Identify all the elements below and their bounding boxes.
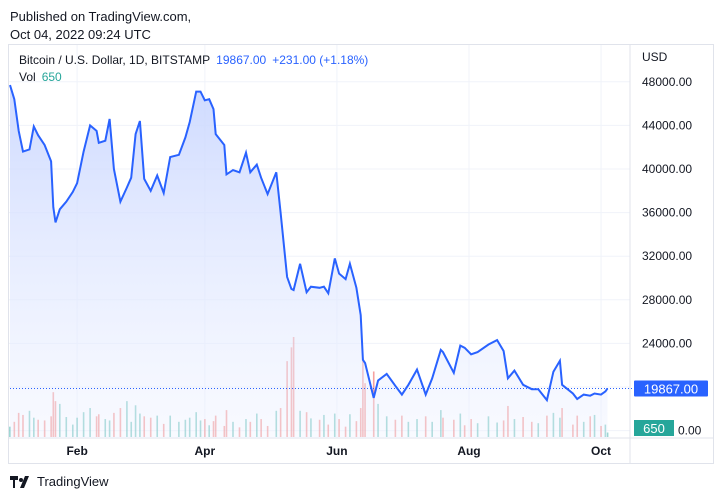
last-volume-badge-text: 650 <box>643 421 665 436</box>
y-tick-label: 36000.00 <box>642 206 692 220</box>
y-tick-label: 44000.00 <box>642 118 692 132</box>
x-tick-label: Apr <box>195 444 216 458</box>
tradingview-logo-icon <box>10 475 29 488</box>
chart-legend: Bitcoin / U.S. Dollar, 1D, BITSTAMP 19867… <box>19 52 368 86</box>
y-tick-label: 0.00 <box>678 424 702 438</box>
tradingview-logo[interactable]: TradingView <box>10 474 109 489</box>
chart-frame <box>8 44 714 464</box>
volume-label: Vol <box>19 70 36 84</box>
volume-bar <box>606 432 609 437</box>
last-price-badge-text: 19867.00 <box>644 381 698 396</box>
last-price: 19867.00 <box>216 53 267 67</box>
currency-label: USD <box>642 50 668 64</box>
x-tick-label: Oct <box>591 444 611 458</box>
published-line: Published on TradingView.com, <box>10 9 192 24</box>
last-price-badge <box>634 380 708 397</box>
published-note: Published on TradingView.com, Oct 04, 20… <box>10 8 191 44</box>
volume-value: 650 <box>41 70 62 84</box>
x-tick-label: Aug <box>457 444 480 458</box>
price-change: +231.00 (+1.18%) <box>272 53 369 67</box>
x-tick-label: Jun <box>326 444 347 458</box>
y-tick-label: 40000.00 <box>642 162 692 176</box>
published-date: Oct 04, 2022 09:24 UTC <box>10 27 151 42</box>
price-area <box>10 85 608 438</box>
y-tick-label: 48000.00 <box>642 75 692 89</box>
y-tick-label: 28000.00 <box>642 293 692 307</box>
price-line <box>9 84 609 403</box>
x-tick-label: Feb <box>66 444 87 458</box>
last-volume-badge <box>634 420 674 436</box>
brand-name: TradingView <box>37 474 109 489</box>
y-tick-label: 24000.00 <box>642 336 692 350</box>
symbol-title: Bitcoin / U.S. Dollar, 1D, BITSTAMP <box>19 53 211 67</box>
y-tick-label: 32000.00 <box>642 249 692 263</box>
